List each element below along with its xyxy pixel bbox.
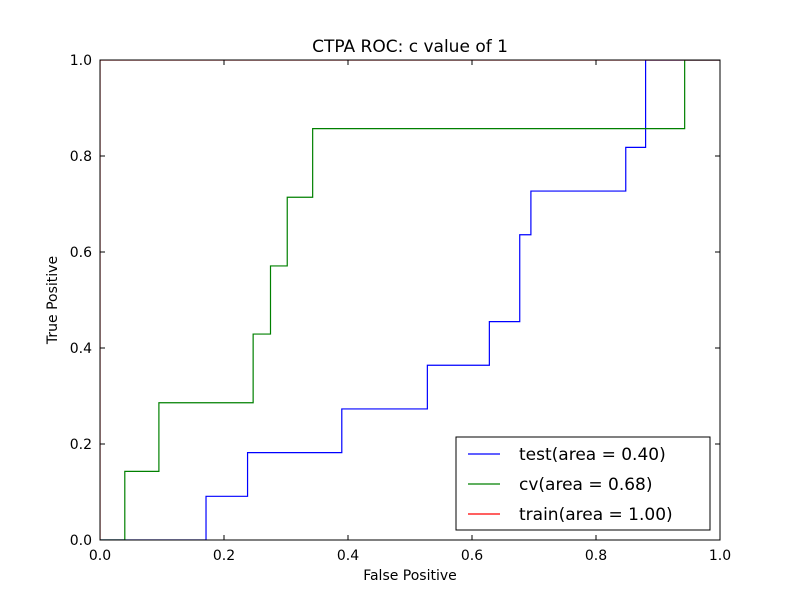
- legend: test(area = 0.40) cv(area = 0.68) train(ar…: [455, 436, 711, 531]
- legend-label-0: test(area = 0.40): [519, 445, 666, 465]
- chart-title: CTPA ROC: c value of 1: [312, 37, 508, 57]
- series-layer: [100, 60, 720, 540]
- y-tick-label: 0.4: [70, 341, 92, 357]
- x-tick-label: 0.8: [585, 548, 607, 564]
- y-tick-label: 0.6: [70, 245, 92, 261]
- y-tick-label: 0.8: [70, 149, 92, 165]
- x-tick-label: 0.6: [461, 548, 483, 564]
- x-tick-label: 1.0: [709, 548, 731, 564]
- x-tick-label: 0.0: [89, 548, 111, 564]
- ticks-layer: 0.0 0.2 0.4 0.6 0.8 1.0 0.0 0.2 0.4 0.6 0.8 1.0: [70, 53, 731, 564]
- y-tick-label: 0.2: [70, 437, 92, 453]
- series-line-0: [100, 60, 720, 540]
- x-axis-label: False Positive: [363, 568, 457, 584]
- x-tick-label: 0.4: [337, 548, 359, 564]
- x-tick-label: 0.2: [213, 548, 235, 564]
- y-tick-label: 1.0: [70, 53, 92, 69]
- legend-label-1: cv(area = 0.68): [519, 475, 653, 495]
- y-axis-label: True Positive: [45, 256, 61, 345]
- y-tick-label: 0.0: [70, 533, 92, 549]
- legend-label-2: train(area = 1.00): [519, 505, 673, 525]
- series-line-1: [100, 60, 720, 540]
- plot-frame: [99, 59, 721, 541]
